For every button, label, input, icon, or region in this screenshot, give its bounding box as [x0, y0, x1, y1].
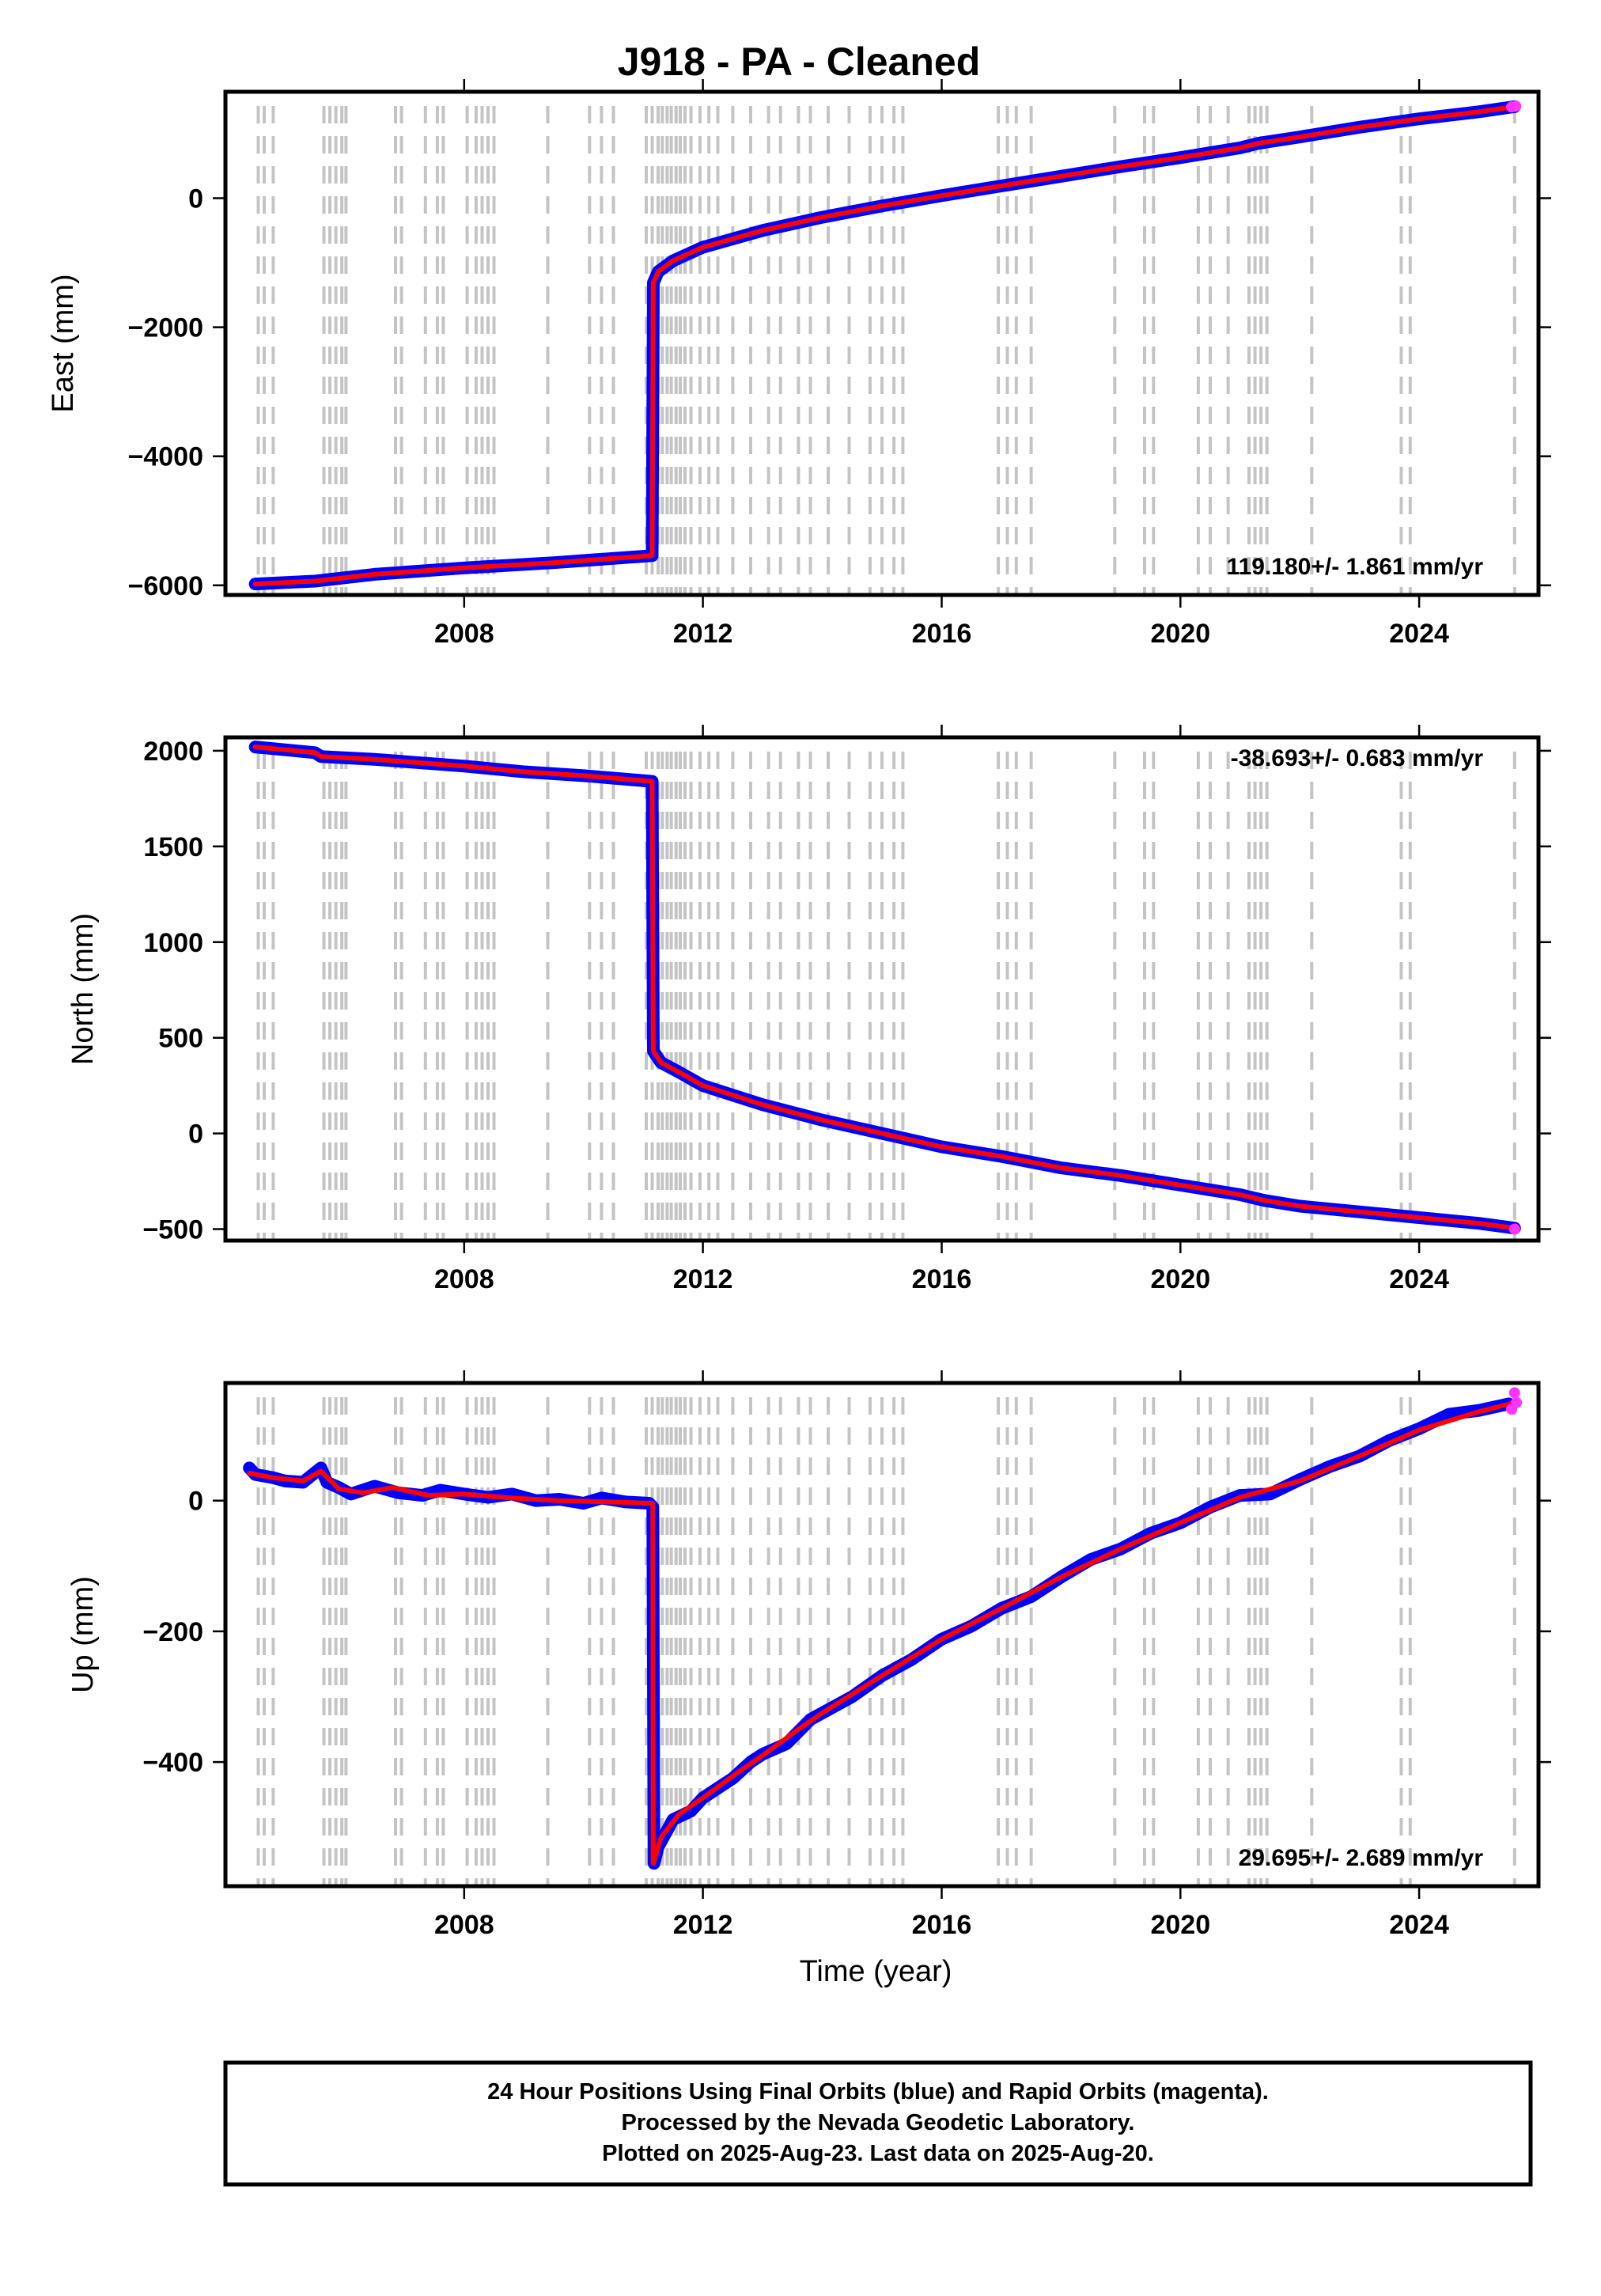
north-x-tick-label: 2012: [673, 1264, 733, 1294]
north-event-lines: [256, 752, 1516, 1239]
east-y-axis-label: East (mm): [47, 274, 80, 412]
up-x-axis-label: Time (year): [800, 1955, 952, 1988]
east-event-lines: [256, 106, 1516, 593]
chart-title: J918 - PA - Cleaned: [618, 40, 981, 84]
north-rate-label: -38.693+/- 0.683 mm/yr: [1231, 745, 1484, 771]
east-x-tick-label: 2020: [1150, 619, 1210, 649]
east-plot-frame: [223, 89, 1541, 597]
east-x-tick-label: 2016: [912, 619, 972, 649]
up-x-tick-label: 2024: [1389, 1910, 1449, 1940]
up-rapid-point: [1511, 1396, 1523, 1408]
east-rapid-point: [1510, 100, 1522, 112]
north-y-tick-label: 1000: [143, 928, 203, 958]
up-y-tick-label: −200: [142, 1617, 203, 1647]
east-y-tick-label: 0: [188, 184, 203, 214]
up-y-axis-label: Up (mm): [66, 1576, 100, 1693]
up-plot-frame: [223, 1381, 1541, 1889]
up-y-tick-label: −400: [142, 1748, 203, 1778]
up-y-tick-label: 0: [188, 1487, 203, 1517]
east-y-tick-label: −4000: [128, 442, 204, 472]
up-x-tick-label: 2020: [1150, 1910, 1210, 1940]
east-panel: 2008 2012 2016 2020 2024 −6000 −4000 −2000 0 East…: [47, 79, 1551, 649]
north-rapid-point: [1508, 1223, 1520, 1235]
north-y-axis-label: North (mm): [66, 913, 100, 1065]
north-x-tick-label: 2008: [434, 1264, 494, 1294]
north-y-tick-label: 1500: [143, 832, 203, 862]
north-y-tick-label: 0: [188, 1120, 203, 1150]
up-rate-label: 29.695+/- 2.689 mm/yr: [1239, 1845, 1484, 1871]
up-panel: 2008 2012 2016 2020 2024 −400 −200 0 Up (mm) Time…: [66, 1370, 1551, 1988]
footer-frame: [223, 2060, 1533, 2187]
north-x-tick-label: 2024: [1389, 1264, 1449, 1294]
up-event-lines: [256, 1397, 1516, 1885]
footer-box: 24 Hour Positions Using Final Orbits (bl…: [223, 2060, 1533, 2187]
footer-line-1: 24 Hour Positions Using Final Orbits (bl…: [487, 2079, 1269, 2105]
east-y-tick-label: −2000: [128, 313, 204, 343]
up-x-tick-label: 2016: [912, 1910, 972, 1940]
north-x-tick-label: 2016: [912, 1264, 972, 1294]
up-series-model: [247, 1400, 1517, 1866]
north-y-tick-label: −500: [142, 1215, 203, 1245]
footer-line-2: Processed by the Nevada Geodetic Laborat…: [622, 2110, 1135, 2135]
up-x-tick-label: 2012: [673, 1910, 733, 1940]
north-series-model: [252, 744, 1517, 1231]
east-y-tick-label: −6000: [128, 571, 204, 601]
up-x-tick-label: 2008: [434, 1910, 494, 1940]
north-y-tick-label: 2000: [143, 737, 203, 767]
north-y-tick-label: 500: [158, 1024, 203, 1054]
up-rapid-point: [1508, 1387, 1520, 1399]
east-x-tick-label: 2008: [434, 619, 494, 649]
footer-line-3: Plotted on 2025-Aug-23. Last data on 202…: [602, 2141, 1154, 2166]
east-x-tick-label: 2024: [1389, 619, 1449, 649]
east-x-tick-label: 2012: [673, 619, 733, 649]
east-rate-label: 119.180+/- 1.861 mm/yr: [1227, 554, 1484, 580]
north-plot-frame: [223, 735, 1541, 1243]
north-x-tick-label: 2020: [1150, 1264, 1210, 1294]
east-series-model: [252, 104, 1517, 587]
north-panel: 2008 2012 2016 2020 2024 −500 0 500 1000 1500 2000…: [66, 725, 1551, 1294]
